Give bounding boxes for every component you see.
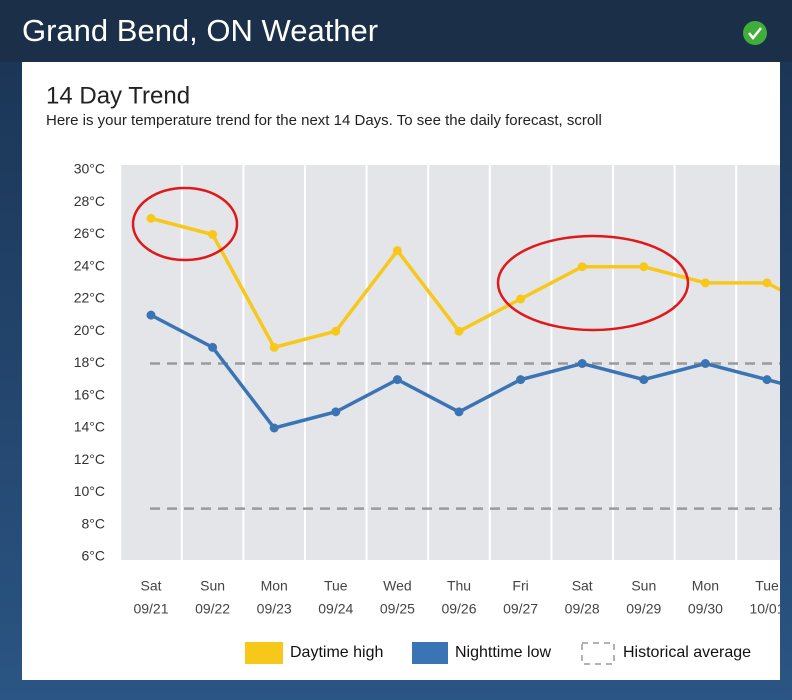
highlight-circle [131, 186, 239, 262]
data-point [700, 278, 710, 288]
y-tick-label: 18°C [74, 354, 105, 370]
x-tick-date: 09/30 [688, 601, 723, 617]
y-tick-label: 26°C [74, 225, 105, 241]
x-tick-label: Sun [200, 578, 225, 594]
x-tick-label: Tue [324, 578, 348, 594]
x-tick-date: 09/26 [441, 601, 476, 617]
y-tick-label: 8°C [82, 515, 106, 531]
x-tick-date: 09/27 [503, 601, 538, 617]
y-tick-label: 20°C [74, 322, 105, 338]
legend-label: Nighttime low [455, 644, 551, 661]
x-tick-label: Mon [261, 578, 288, 594]
legend-label: Daytime high [290, 644, 383, 661]
data-point [762, 278, 772, 288]
chart-subtitle: Here is your temperature trend for the n… [46, 112, 602, 129]
data-point [577, 359, 587, 368]
data-point [700, 359, 710, 368]
y-tick-label: 14°C [74, 419, 105, 435]
data-point [146, 310, 156, 320]
y-tick-label: 6°C [82, 548, 106, 564]
data-point [516, 375, 526, 385]
data-point [639, 262, 649, 272]
data-point [146, 213, 156, 223]
data-point [577, 262, 587, 272]
x-tick-label: Thu [447, 578, 471, 594]
series-line [150, 216, 780, 350]
x-tick-label: Sun [631, 578, 656, 594]
legend-swatch [245, 642, 283, 664]
y-tick-label: 28°C [74, 193, 105, 209]
x-tick-label: Mon [692, 578, 719, 594]
data-point [454, 326, 464, 336]
x-tick-date: 09/22 [195, 601, 230, 617]
x-tick-date: 09/28 [565, 601, 600, 617]
highlight-circle [496, 234, 690, 332]
header-title: Grand Bend, ON Weather [22, 13, 378, 48]
y-tick-label: 22°C [74, 290, 105, 306]
legend-swatch [581, 642, 615, 665]
legend-label: Historical average [623, 644, 751, 661]
data-point [392, 246, 402, 256]
x-tick-label: Sat [572, 578, 593, 594]
chart-title: 14 Day Trend [46, 82, 190, 109]
data-point [454, 407, 464, 417]
data-point [331, 407, 341, 417]
x-tick-date: 09/29 [626, 601, 661, 617]
x-tick-date: 09/24 [318, 601, 353, 617]
x-tick-date: 09/21 [133, 601, 168, 617]
data-point [208, 230, 218, 239]
status-icon [743, 21, 767, 45]
x-tick-date: 09/25 [380, 601, 415, 617]
legend-swatch [412, 642, 448, 664]
x-tick-date: 10/01 [749, 601, 784, 617]
data-point [516, 294, 526, 304]
x-tick-label: Wed [383, 578, 412, 594]
x-tick-label: Tue [755, 578, 779, 594]
series-line [150, 313, 780, 430]
panel: 14 Day Trend Here is your temperature tr… [22, 62, 784, 680]
data-point [762, 375, 772, 385]
data-point [208, 342, 218, 352]
y-tick-label: 30°C [74, 161, 105, 177]
data-point [392, 375, 402, 385]
y-tick-label: 24°C [74, 257, 105, 273]
y-tick-label: 10°C [74, 483, 105, 499]
x-tick-label: Sat [140, 578, 161, 594]
data-point [331, 326, 341, 336]
check-mark [748, 27, 762, 41]
x-tick-date: 09/23 [257, 601, 292, 617]
data-point [269, 423, 279, 433]
y-tick-label: 16°C [74, 386, 105, 402]
header-bar [0, 0, 792, 62]
y-tick-label: 12°C [74, 451, 105, 467]
data-point [639, 375, 649, 385]
x-tick-label: Fri [512, 578, 528, 594]
data-point [269, 342, 279, 352]
